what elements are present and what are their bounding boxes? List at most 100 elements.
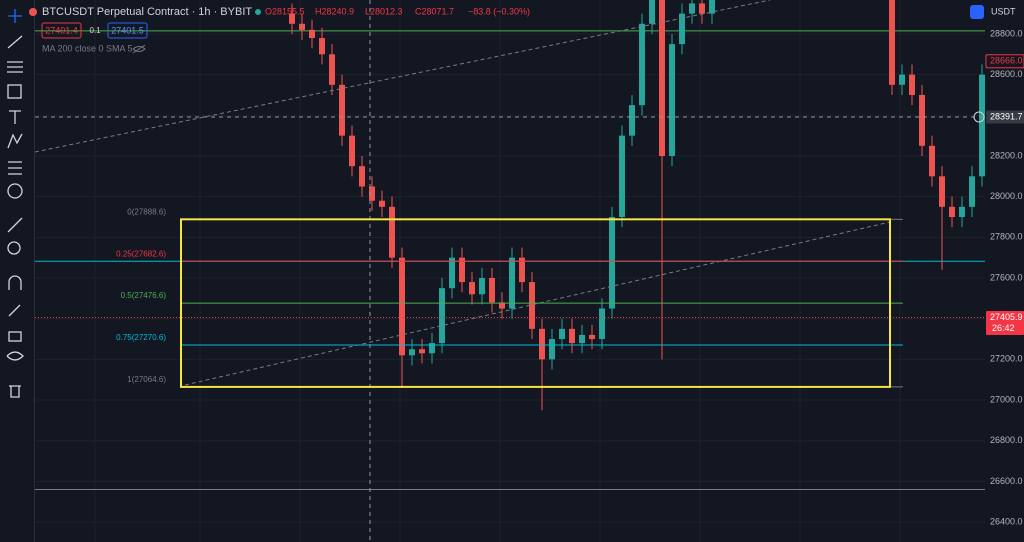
candle-body — [949, 206, 955, 218]
hide-indicator[interactable] — [132, 44, 146, 54]
ohlc-value: L28012.3 — [365, 6, 403, 16]
candle-body — [499, 302, 505, 309]
candle-body — [459, 257, 465, 283]
candle-body — [439, 288, 445, 344]
prediction-tool[interactable] — [8, 161, 22, 175]
currency[interactable]: USDT — [991, 6, 1016, 16]
candle-body — [479, 278, 485, 295]
candle-body — [389, 206, 395, 258]
buy-price[interactable]: 27401.5 — [111, 25, 144, 35]
sell-box[interactable] — [41, 22, 82, 39]
candle-body — [569, 328, 575, 344]
hide-tool[interactable] — [6, 351, 24, 361]
candle-body — [579, 334, 585, 344]
candle-body — [429, 343, 435, 354]
candle-body — [549, 339, 555, 360]
candle-body — [609, 217, 615, 309]
text-tool[interactable] — [9, 110, 21, 124]
fib-label: 0(27888.6) — [127, 207, 166, 216]
fib-label: 1(27064.6) — [127, 375, 166, 384]
fib-label: 0.5(27476.6) — [121, 291, 167, 300]
y-tick-label: 28000.0 — [990, 191, 1023, 201]
lock-tool[interactable] — [8, 331, 22, 342]
y-tick-label: 27800.0 — [990, 232, 1023, 242]
y-tick-label: 26600.0 — [990, 476, 1023, 486]
candle-body — [889, 0, 895, 85]
fib-box — [180, 218, 891, 388]
fib-retracement: 0(27888.6) 0.25(27682.6) 0.5(27476.6) 0.75(… — [116, 207, 903, 388]
y-tick-label: 26800.0 — [990, 435, 1023, 445]
candle-body — [639, 23, 645, 106]
candle-body — [339, 84, 345, 136]
candle-body — [899, 74, 905, 85]
candle-body — [699, 3, 705, 14]
candle-body — [409, 349, 415, 356]
candle-body — [449, 257, 455, 289]
candle-body — [669, 44, 675, 156]
line-tool[interactable] — [7, 35, 23, 49]
candle-body — [689, 3, 695, 14]
candle-body — [979, 74, 985, 177]
emoji-tool[interactable] — [7, 183, 23, 199]
y-tick-label: 27600.0 — [990, 272, 1023, 282]
symbol-dot — [29, 8, 37, 16]
candle-body — [939, 176, 945, 207]
y-tick-label: 27200.0 — [990, 354, 1023, 364]
ohlc-value: C28071.7 — [415, 6, 454, 16]
compare-icon[interactable] — [970, 5, 984, 19]
candle-body — [519, 257, 525, 283]
fib-tool[interactable] — [7, 61, 23, 73]
candle-body — [379, 200, 385, 207]
price-tag — [986, 310, 1024, 335]
zoom-tool[interactable] — [7, 241, 21, 255]
candle-body — [679, 13, 685, 45]
buy-box[interactable] — [107, 22, 148, 39]
y-tick-label: 27000.0 — [990, 394, 1023, 404]
indicator-label[interactable]: MA 200 close 0 SMA 5 — [42, 43, 133, 53]
price-tag-label: 27405.9 — [990, 312, 1023, 322]
candle-body — [349, 135, 355, 167]
price-axis: 28800.028600.028400.028200.028000.027800… — [973, 28, 1024, 526]
price-tag-label: 28391.7 — [990, 111, 1023, 121]
candle-body — [359, 166, 365, 187]
candle-body — [469, 282, 475, 295]
candle-body — [529, 282, 535, 329]
crosshair-tool[interactable] — [8, 9, 22, 23]
candle-body — [399, 257, 405, 356]
price-tag — [986, 110, 1024, 124]
ohlc-value: H28240.9 — [315, 6, 354, 16]
ruler-tool[interactable] — [7, 217, 23, 233]
status-dot — [255, 9, 261, 15]
toolbar-icons[interactable] — [6, 9, 24, 398]
symbol-title[interactable]: BTCUSDT Perpetual Contract · 1h · BYBIT — [42, 6, 252, 18]
pattern-tool[interactable] — [7, 133, 23, 149]
fib-label: 0.75(27270.6) — [116, 333, 166, 342]
candle-body — [909, 74, 915, 95]
candle-body — [629, 105, 635, 136]
countdown: 26:42 — [992, 323, 1015, 333]
candle-body — [659, 0, 665, 156]
stay-drawing-tool[interactable] — [8, 304, 21, 317]
cross-icon — [973, 111, 985, 123]
shape-tool[interactable] — [7, 84, 22, 99]
grid — [35, 0, 985, 542]
sell-price[interactable]: 27401.4 — [45, 25, 78, 35]
y-tick-label: 26400.0 — [990, 516, 1023, 526]
candle-body — [289, 13, 295, 24]
candle-body — [489, 278, 495, 303]
candle-body — [539, 328, 545, 360]
trash-tool[interactable] — [9, 385, 21, 398]
candle-body — [559, 328, 565, 340]
candle-body — [419, 349, 425, 354]
candle-body — [589, 334, 595, 340]
candle-body — [599, 308, 605, 340]
price-tag — [985, 54, 1024, 69]
candle-body — [509, 257, 515, 309]
candle-body — [959, 206, 965, 218]
fib-label: 0.25(27682.6) — [116, 249, 166, 258]
trend-line — [184, 221, 891, 386]
candle-body — [299, 23, 305, 30]
magnet-tool[interactable] — [8, 275, 22, 290]
